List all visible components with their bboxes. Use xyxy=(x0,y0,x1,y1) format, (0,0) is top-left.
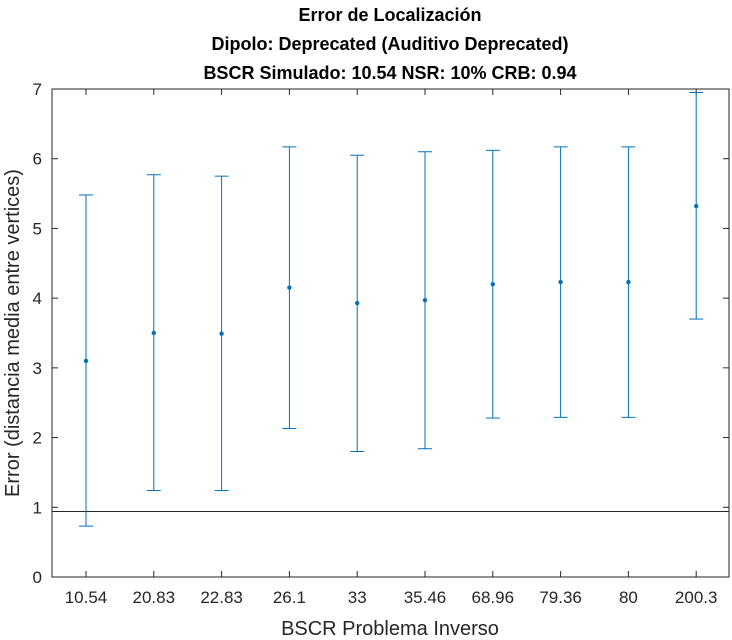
error-bars xyxy=(79,91,704,527)
mean-point xyxy=(694,203,699,209)
chart-title: Error de Localización xyxy=(298,5,481,25)
y-tick-label: 6 xyxy=(33,150,42,169)
x-tick-label: 200.3 xyxy=(675,588,718,607)
y-tick-label: 1 xyxy=(33,498,42,517)
mean-point xyxy=(355,300,360,306)
error-bar xyxy=(689,91,704,320)
x-tick-label: 68.96 xyxy=(472,588,515,607)
x-tick-label: 22.83 xyxy=(200,588,243,607)
x-axis: 10.54 20.83 22.83 26.1 33 35.46 68.96 79.36 80 20… xyxy=(65,89,718,607)
error-bar xyxy=(282,146,297,430)
error-bar xyxy=(79,194,93,527)
mean-point xyxy=(490,282,495,287)
mean-point xyxy=(151,330,156,336)
y-axis: 0 1 2 3 4 5 6 7 xyxy=(33,80,729,587)
mean-point xyxy=(558,279,563,285)
mean-point xyxy=(219,331,224,336)
x-tick-label: 33 xyxy=(348,588,367,607)
x-tick-label: 20.83 xyxy=(133,588,176,607)
y-tick-label: 5 xyxy=(33,219,42,238)
mean-point xyxy=(83,358,89,364)
x-tick-label: 26.1 xyxy=(273,588,306,607)
mean-point xyxy=(626,279,631,285)
error-bar xyxy=(418,151,432,450)
y-tick-label: 2 xyxy=(33,429,42,448)
error-bar xyxy=(553,146,568,418)
chart-subtitle-bscr: BSCR Simulado: 10.54 NSR: 10% CRB: 0.94 xyxy=(203,63,576,83)
error-bar xyxy=(146,174,161,492)
error-bar xyxy=(485,149,500,419)
x-tick-label: 10.54 xyxy=(65,588,108,607)
y-tick-label: 4 xyxy=(33,289,42,308)
plot-area xyxy=(51,88,730,578)
x-axis-label: BSCR Problema Inverso xyxy=(281,618,499,640)
x-tick-label: 80 xyxy=(619,588,638,607)
y-axis-label: Error (distancia media entre vertices) xyxy=(2,169,24,497)
y-tick-label: 3 xyxy=(33,359,42,378)
y-tick-label: 7 xyxy=(33,80,42,99)
error-bar xyxy=(214,175,229,492)
y-tick-label: 0 xyxy=(33,568,42,587)
x-tick-label: 35.46 xyxy=(404,588,447,607)
mean-point xyxy=(287,285,292,290)
mean-point xyxy=(422,298,428,303)
error-bar xyxy=(350,154,365,453)
chart-subtitle-dipolo: Dipolo: Deprecated (Auditivo Deprecated) xyxy=(211,34,568,54)
error-bar xyxy=(621,146,636,418)
x-tick-label: 79.36 xyxy=(539,588,582,607)
